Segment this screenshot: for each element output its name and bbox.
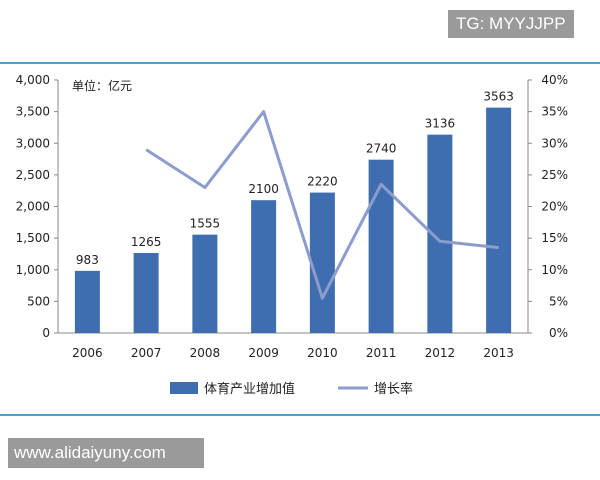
- x-tick-label: 2009: [248, 346, 279, 360]
- y-right-tick-label: 10%: [541, 263, 568, 277]
- y-right-tick-label: 25%: [541, 168, 568, 182]
- bar-2010: [309, 192, 335, 333]
- bar-data-label: 3136: [425, 117, 456, 131]
- legend-label-line: 增长率: [374, 381, 413, 397]
- legend-swatch-bar: [170, 382, 198, 394]
- bar-2011: [368, 159, 394, 333]
- x-tick-label: 2011: [366, 346, 397, 360]
- x-tick-label: 2010: [307, 346, 338, 360]
- y-right-tick-label: 20%: [541, 200, 568, 214]
- bar-2013: [486, 107, 512, 333]
- x-tick-label: 2008: [190, 346, 221, 360]
- x-tick-label: 2013: [483, 346, 514, 360]
- watermark-top: TG: MYYJJPP: [448, 10, 574, 38]
- y-left-tick-label: 1,000: [16, 263, 50, 277]
- bar-data-label: 983: [76, 253, 99, 267]
- y-left-tick-label: 0: [42, 326, 50, 340]
- bar-data-label: 2100: [248, 182, 279, 196]
- y-left-tick-label: 4,000: [16, 73, 50, 87]
- bar-2006: [74, 270, 100, 333]
- watermark-bottom: www.alidaiyuny.com: [8, 438, 204, 468]
- y-right-tick-label: 5%: [549, 294, 568, 308]
- chart: 单位：亿元 983 1265 1555 2100 2220 2740 3136 3563 20…: [0, 62, 600, 416]
- y-left-tick-label: 1,500: [16, 231, 50, 245]
- y-right-tick-label: 0%: [549, 326, 568, 340]
- y-right-tick-label: 30%: [541, 136, 568, 150]
- y-right-tick-label: 15%: [541, 231, 568, 245]
- legend-label-bar: 体育产业增加值: [204, 381, 295, 397]
- unit-label: 单位：亿元: [72, 78, 132, 93]
- y-left-tick-label: 3,500: [16, 105, 50, 119]
- y-left-tick-label: 500: [27, 294, 50, 308]
- bar-data-label: 1265: [131, 235, 162, 249]
- x-tick-label: 2007: [131, 346, 162, 360]
- bar-2008: [192, 234, 218, 333]
- bar-data-label: 1555: [190, 217, 221, 231]
- x-tick-label: 2006: [72, 346, 103, 360]
- y-left-tick-label: 3,000: [16, 136, 50, 150]
- y-left-tick-label: 2,500: [16, 168, 50, 182]
- y-right-tick-label: 35%: [541, 105, 568, 119]
- y-right-tick-label: 40%: [541, 73, 568, 87]
- x-tick-label: 2012: [425, 346, 456, 360]
- bar-data-label: 2220: [307, 175, 338, 189]
- bar-data-label: 3563: [483, 90, 514, 104]
- bar-data-label: 2740: [366, 142, 397, 156]
- bar-2007: [133, 252, 159, 333]
- bar-2009: [251, 200, 277, 333]
- y-left-tick-label: 2,000: [16, 200, 50, 214]
